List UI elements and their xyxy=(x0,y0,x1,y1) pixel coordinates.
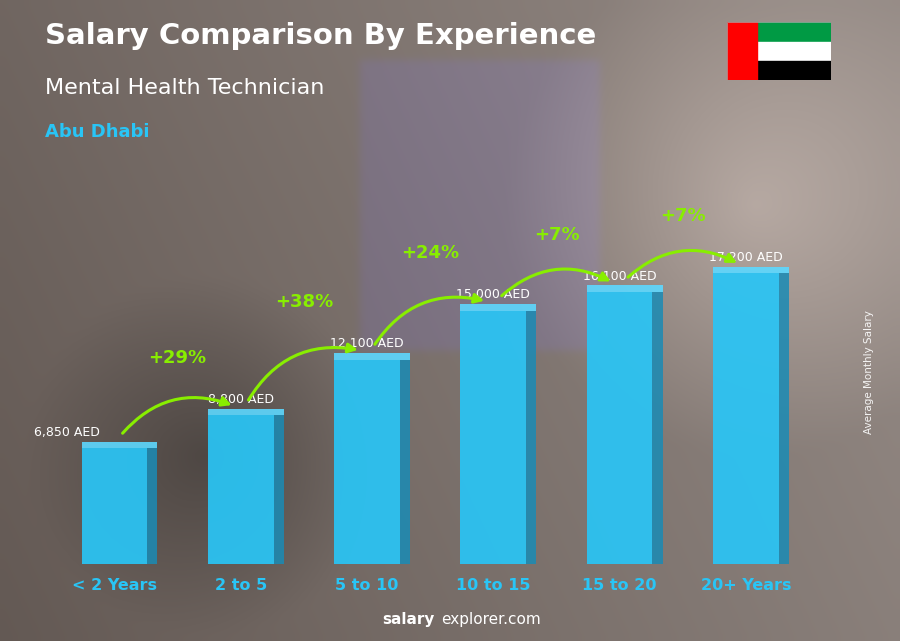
Text: 17,200 AED: 17,200 AED xyxy=(709,251,783,264)
Bar xyxy=(148,448,157,564)
Text: +24%: +24% xyxy=(401,244,459,262)
Bar xyxy=(727,22,831,42)
Text: Mental Health Technician: Mental Health Technician xyxy=(45,78,324,98)
Text: +7%: +7% xyxy=(660,207,706,225)
Bar xyxy=(713,267,788,274)
FancyArrowPatch shape xyxy=(248,344,355,400)
Bar xyxy=(778,274,788,564)
FancyArrowPatch shape xyxy=(628,251,734,277)
Bar xyxy=(727,22,757,80)
Text: Salary Comparison By Experience: Salary Comparison By Experience xyxy=(45,22,596,51)
Bar xyxy=(334,353,410,360)
Text: 16,100 AED: 16,100 AED xyxy=(583,270,656,283)
Text: Abu Dhabi: Abu Dhabi xyxy=(45,123,149,141)
Bar xyxy=(82,442,158,448)
Bar xyxy=(587,285,662,292)
Text: 12,100 AED: 12,100 AED xyxy=(330,337,404,350)
Bar xyxy=(727,42,831,61)
Bar xyxy=(82,448,148,564)
Text: +38%: +38% xyxy=(274,294,333,312)
Bar xyxy=(713,274,778,564)
Bar xyxy=(587,292,652,564)
Text: +29%: +29% xyxy=(148,349,207,367)
Text: Average Monthly Salary: Average Monthly Salary xyxy=(863,310,874,434)
Bar xyxy=(461,304,536,311)
Bar xyxy=(274,415,284,564)
Bar xyxy=(334,360,400,564)
Text: 8,800 AED: 8,800 AED xyxy=(208,393,274,406)
Text: salary: salary xyxy=(382,612,435,627)
FancyArrowPatch shape xyxy=(375,294,481,344)
Text: +7%: +7% xyxy=(534,226,580,244)
Bar xyxy=(652,292,662,564)
Text: 6,850 AED: 6,850 AED xyxy=(33,426,99,439)
Bar xyxy=(208,409,284,415)
Bar xyxy=(208,415,274,564)
Bar xyxy=(461,311,526,564)
FancyArrowPatch shape xyxy=(122,397,229,433)
Text: explorer.com: explorer.com xyxy=(441,612,541,627)
FancyArrowPatch shape xyxy=(501,269,608,296)
Bar xyxy=(727,61,831,80)
Text: 15,000 AED: 15,000 AED xyxy=(456,288,530,301)
Bar xyxy=(526,311,536,564)
Bar xyxy=(400,360,410,564)
